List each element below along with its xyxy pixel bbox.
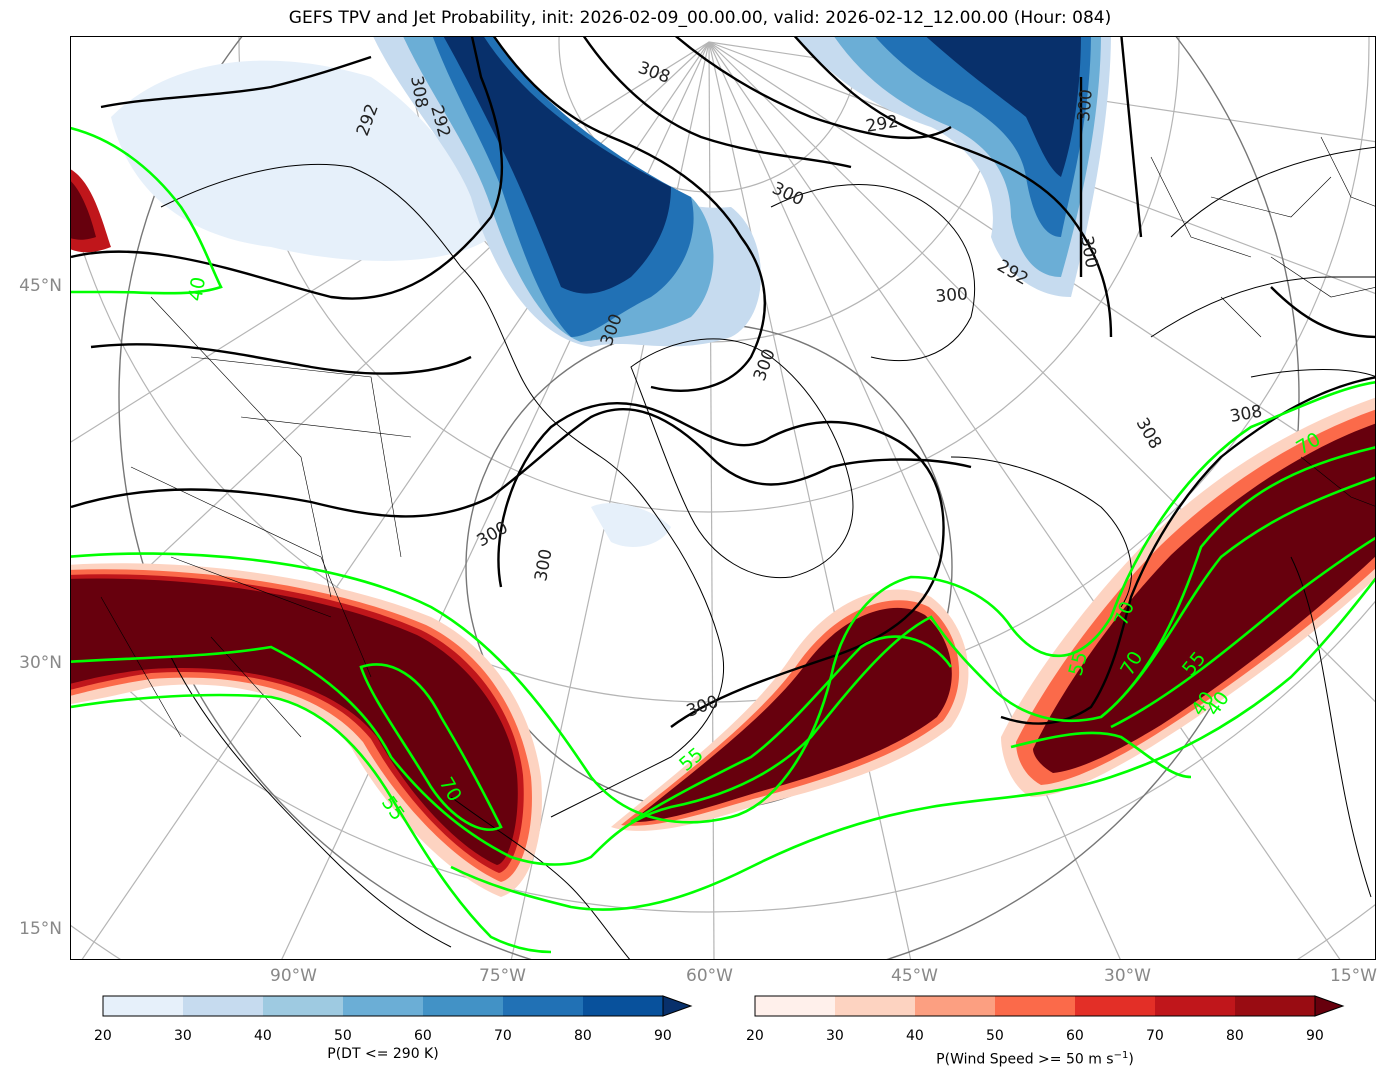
colorbar-wind-label-exponent: −1 xyxy=(1113,1050,1129,1061)
colorbar_dt-tick-label: 40 xyxy=(254,1028,272,1044)
jet-contour-label: 40 xyxy=(184,275,210,303)
colorbar-wind-swatches xyxy=(754,995,1345,1017)
colorbar_wind-swatch xyxy=(1155,996,1235,1016)
map-canvas: 308 292 308 292 300 292 300 292 300 300 … xyxy=(71,37,1375,959)
colorbar-dt xyxy=(102,995,693,1017)
colorbar-wind xyxy=(754,995,1345,1017)
colorbar_dt-tick-label: 20 xyxy=(94,1028,112,1044)
colorbar_dt-swatch xyxy=(183,996,263,1016)
colorbar-wind-label-end: ) xyxy=(1128,1051,1134,1068)
colorbar_wind-tick-label: 70 xyxy=(1146,1028,1164,1044)
colorbar_dt-swatch xyxy=(103,996,183,1016)
lon-label-90w: 90°W xyxy=(270,966,317,986)
lon-label-15w: 15°W xyxy=(1330,966,1377,986)
colorbar_dt-swatch xyxy=(503,996,583,1016)
dt-contour-label: 292 xyxy=(864,112,899,137)
lat-label-30n: 30°N xyxy=(19,653,62,673)
dt-contour-label: 300 xyxy=(474,518,512,552)
colorbar_wind-swatch xyxy=(835,996,915,1016)
dt-contour-label: 300 xyxy=(531,547,556,582)
map-panel[interactable]: 308 292 308 292 300 292 300 292 300 300 … xyxy=(70,36,1376,960)
dt-contours xyxy=(71,37,1375,728)
dt-contour-label: 300 xyxy=(684,692,721,722)
lon-label-45w: 45°W xyxy=(891,966,938,986)
colorbar_wind-swatch xyxy=(915,996,995,1016)
colorbar_dt-tick-label: 90 xyxy=(654,1028,672,1044)
colorbar-dt-swatches xyxy=(102,995,693,1017)
colorbar_wind-tick-label: 80 xyxy=(1226,1028,1244,1044)
colorbar-wind-extend-arrow xyxy=(1314,995,1345,1017)
jet-probability-shading xyxy=(71,169,1375,897)
dt-contour-label: 308 xyxy=(406,74,431,109)
colorbar_wind-swatch xyxy=(1075,996,1155,1016)
dt-contour-label: 308 xyxy=(1132,415,1166,453)
figure-title: GEFS TPV and Jet Probability, init: 2026… xyxy=(288,8,1112,28)
lon-label-75w: 75°W xyxy=(479,966,526,986)
colorbar_dt-tick-label: 70 xyxy=(494,1028,512,1044)
dt-contour-label: 300 xyxy=(935,284,969,307)
lat-label-45n: 45°N xyxy=(19,276,62,296)
colorbar_dt-swatch xyxy=(583,996,663,1016)
jet-contours xyxy=(71,126,1375,954)
colorbar_wind-swatch xyxy=(755,996,835,1016)
colorbar-wind-label-main: P(Wind Speed >= 50 m s xyxy=(936,1051,1114,1068)
colorbar-wind-label: P(Wind Speed >= 50 m s−1) xyxy=(755,1050,1315,1068)
tpv-probability-shading xyxy=(111,37,1111,547)
colorbar_dt-tick-label: 30 xyxy=(174,1028,192,1044)
colorbar_wind-tick-label: 50 xyxy=(986,1028,1004,1044)
lon-label-30w: 30°W xyxy=(1104,966,1151,986)
colorbar_dt-swatch xyxy=(423,996,503,1016)
colorbar_wind-tick-label: 30 xyxy=(826,1028,844,1044)
dt-contour-label: 308 xyxy=(635,58,672,88)
coastlines xyxy=(160,146,1375,959)
colorbar_wind-tick-label: 20 xyxy=(746,1028,764,1044)
lon-label-60w: 60°W xyxy=(686,966,733,986)
political-borders xyxy=(100,136,1375,738)
colorbar_dt-tick-label: 80 xyxy=(574,1028,592,1044)
lat-label-15n: 15°N xyxy=(19,919,62,939)
colorbar-dt-label: P(DT <= 290 K) xyxy=(327,1046,439,1062)
colorbar_wind-tick-label: 90 xyxy=(1306,1028,1324,1044)
colorbar_wind-swatch xyxy=(995,996,1075,1016)
colorbar_dt-tick-label: 60 xyxy=(414,1028,432,1044)
colorbar_dt-tick-label: 50 xyxy=(334,1028,352,1044)
colorbar_dt-swatch xyxy=(343,996,423,1016)
colorbar_wind-tick-label: 40 xyxy=(906,1028,924,1044)
colorbar-dt-extend-arrow xyxy=(662,995,693,1017)
colorbar_wind-swatch xyxy=(1235,996,1315,1016)
dt-contour-label: 300 xyxy=(1074,88,1097,122)
colorbar_dt-swatch xyxy=(263,996,343,1016)
colorbar_wind-tick-label: 60 xyxy=(1066,1028,1084,1044)
